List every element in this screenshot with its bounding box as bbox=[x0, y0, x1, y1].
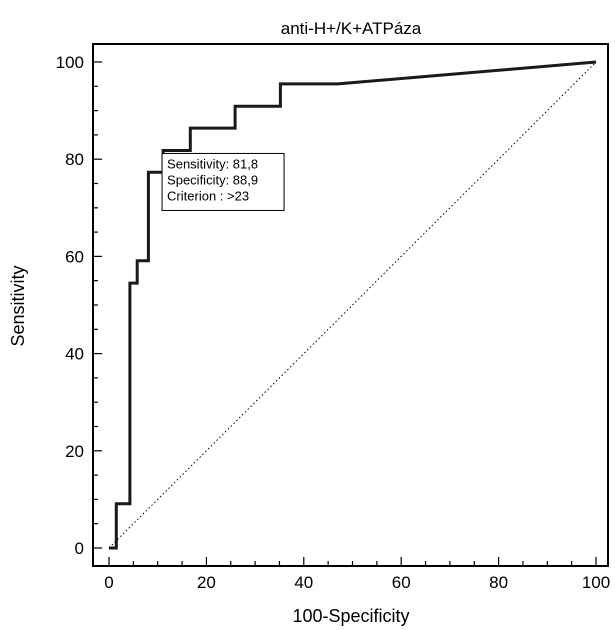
y-axis-title: Sensitivity bbox=[8, 265, 28, 346]
y-tick-label: 0 bbox=[75, 539, 84, 558]
x-tick-label: 60 bbox=[392, 573, 411, 592]
x-tick-label: 40 bbox=[294, 573, 313, 592]
y-tick-label: 40 bbox=[65, 345, 84, 364]
y-tick-label: 20 bbox=[65, 442, 84, 461]
reference-diagonal-line bbox=[108, 61, 597, 549]
x-axis-title: 100-Specificity bbox=[292, 606, 409, 626]
x-tick-label: 0 bbox=[104, 573, 113, 592]
y-tick-label: 100 bbox=[56, 53, 84, 72]
annotation-sensitivity: Sensitivity: 81,8 bbox=[167, 156, 258, 171]
x-tick-label: 100 bbox=[582, 573, 610, 592]
x-tick-label: 80 bbox=[489, 573, 508, 592]
annotation-specificity: Specificity: 88,9 bbox=[167, 172, 258, 187]
criterion-annotation: Sensitivity: 81,8 Specificity: 88,9 Crit… bbox=[161, 152, 285, 211]
chart-title: anti-H+/K+ATPáza bbox=[281, 19, 422, 38]
x-tick-label: 20 bbox=[197, 573, 216, 592]
annotation-box bbox=[161, 152, 285, 211]
plot-area: 0 20 40 60 80 100 0 20 40 60 80 100 bbox=[56, 43, 610, 592]
y-tick-label: 60 bbox=[65, 247, 84, 266]
plot-frame bbox=[92, 43, 609, 567]
annotation-criterion: Criterion : >23 bbox=[167, 188, 249, 203]
y-tick-label: 80 bbox=[65, 150, 84, 169]
